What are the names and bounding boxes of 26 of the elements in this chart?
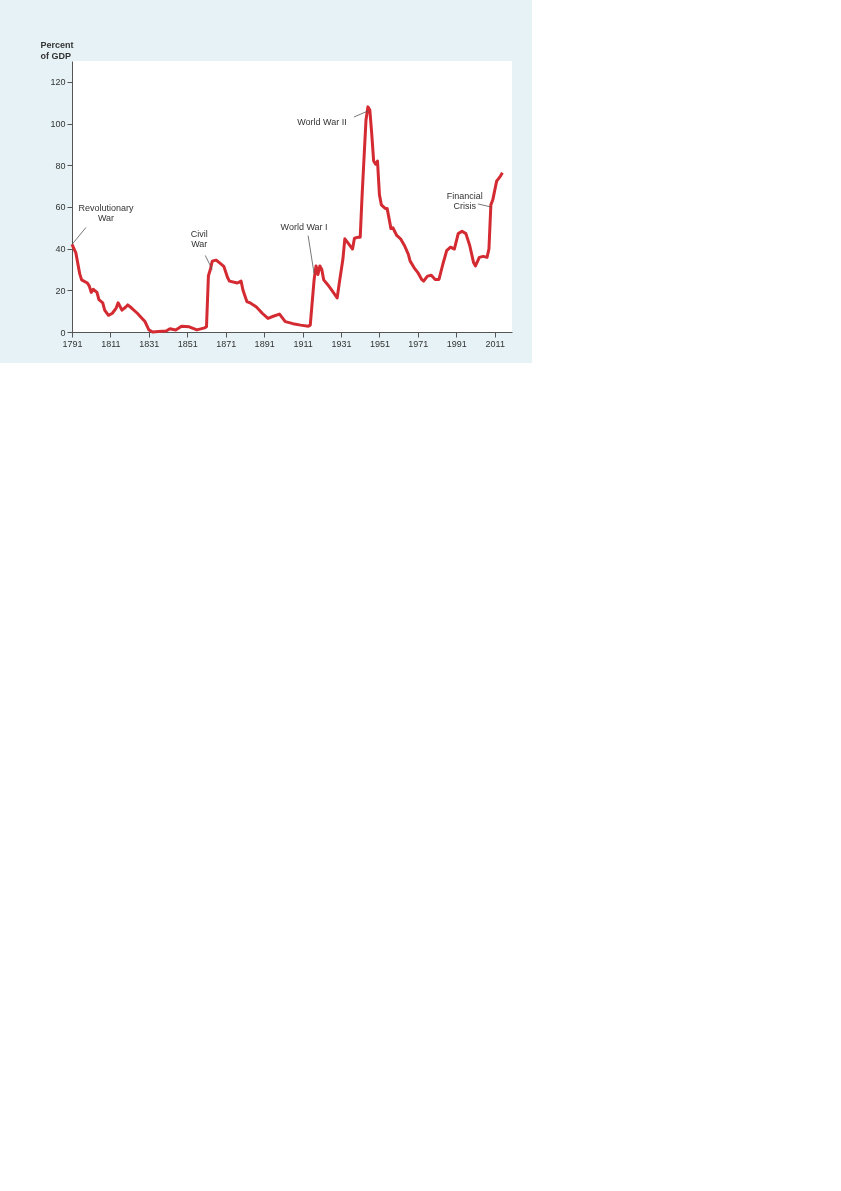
x-tick-label: 1791 (62, 338, 83, 349)
x-tick-label: 1951 (369, 338, 390, 349)
x-tick-label: 1831 (139, 338, 160, 349)
y-tick-label: 100 (50, 119, 66, 130)
x-tick-label: 2011 (485, 338, 505, 349)
x-tick-label: 1991 (446, 338, 467, 349)
y-axis-title: Percent of GDP (40, 39, 74, 61)
x-tick-label: 1851 (177, 338, 198, 349)
y-tick-label: 40 (55, 244, 66, 255)
y-tick-label: 60 (55, 202, 66, 213)
x-tick-label: 1931 (331, 338, 352, 349)
y-tick-label: 80 (55, 160, 66, 171)
y-tick-label: 20 (55, 285, 66, 296)
y-tick-label: 0 (60, 327, 66, 338)
x-tick-label: 1811 (101, 338, 121, 349)
annotation: World War II (297, 117, 347, 128)
line-series (70, 105, 504, 334)
annotation: World War I (280, 221, 328, 232)
annotation: Financial Crisis (446, 190, 483, 211)
x-tick-label: 1971 (408, 338, 429, 349)
x-tick-label: 1871 (216, 338, 237, 349)
annotation: Revolutionary War (78, 203, 135, 224)
y-tick-label: 120 (50, 77, 66, 88)
x-tick-label: 1891 (254, 338, 275, 349)
x-tick-label: 1911 (293, 338, 313, 349)
annotation: Civil War (190, 229, 208, 250)
